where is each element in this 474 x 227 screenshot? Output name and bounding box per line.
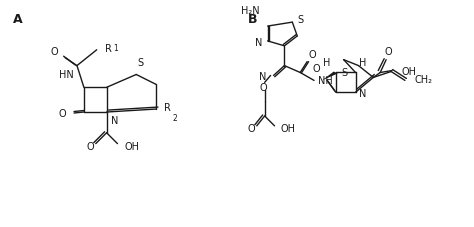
Text: B: B <box>248 13 257 26</box>
Text: O: O <box>58 109 66 118</box>
Text: O: O <box>247 123 255 133</box>
Text: A: A <box>13 13 22 26</box>
Text: N: N <box>359 89 367 99</box>
Text: N: N <box>110 116 118 126</box>
Text: 2: 2 <box>173 114 178 122</box>
Text: OH: OH <box>402 66 417 76</box>
Text: O: O <box>51 47 58 57</box>
Text: H₂N: H₂N <box>241 6 260 16</box>
Text: HN: HN <box>59 70 74 80</box>
Text: 1: 1 <box>113 44 118 53</box>
Text: OH: OH <box>281 123 295 133</box>
Text: O: O <box>384 47 392 57</box>
Text: OH: OH <box>124 141 139 151</box>
Text: R: R <box>164 103 171 113</box>
Text: O: O <box>308 49 316 59</box>
Text: O: O <box>87 141 95 151</box>
Text: O: O <box>312 64 320 74</box>
Text: O: O <box>260 83 267 93</box>
Text: N: N <box>255 38 263 48</box>
Text: S: S <box>342 67 348 77</box>
Text: S: S <box>297 15 303 25</box>
Text: N: N <box>259 72 267 82</box>
Text: H: H <box>359 57 367 67</box>
Text: H: H <box>323 57 331 67</box>
Polygon shape <box>322 72 338 81</box>
Text: CH₂: CH₂ <box>415 75 433 85</box>
Text: R: R <box>105 44 111 54</box>
Text: NH: NH <box>318 76 333 86</box>
Text: S: S <box>137 57 143 67</box>
